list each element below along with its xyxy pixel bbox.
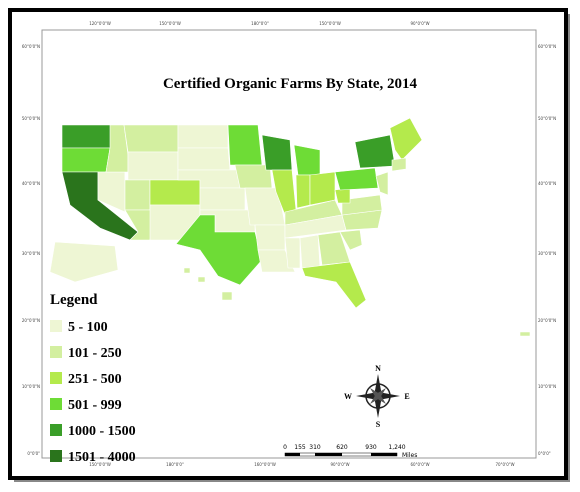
legend-title: Legend xyxy=(50,292,98,308)
state xyxy=(309,171,336,206)
graticule-label: 160°0'0"W xyxy=(254,462,276,467)
state xyxy=(127,151,179,181)
state xyxy=(334,187,351,204)
scale-unit: Miles xyxy=(402,452,417,459)
state xyxy=(293,144,321,176)
legend-swatch xyxy=(50,372,62,384)
scale-label: 0 xyxy=(283,444,287,451)
states xyxy=(49,117,531,337)
graticule-label: 90°0'0"W xyxy=(330,462,349,467)
state xyxy=(284,237,301,269)
state xyxy=(254,224,286,251)
graticule-label: 180°0'0" xyxy=(251,21,269,26)
state xyxy=(123,124,179,153)
state xyxy=(375,171,389,196)
legend-swatch xyxy=(50,424,62,436)
state xyxy=(149,179,201,206)
state xyxy=(227,124,263,166)
state xyxy=(334,167,379,191)
state xyxy=(389,117,423,161)
state xyxy=(519,331,531,337)
graticule-label: 150°0'0"W xyxy=(159,21,181,26)
graticule-label: 0°0'0" xyxy=(27,451,40,456)
scale-segment xyxy=(285,453,300,456)
graticule-label: 40°0'0"N xyxy=(538,181,556,186)
scale-label: 1,240 xyxy=(388,444,405,451)
compass-s: S xyxy=(376,420,381,429)
legend-label: 101 - 250 xyxy=(68,346,122,361)
graticule-label: 180°0'0" xyxy=(166,462,184,467)
state xyxy=(391,157,407,172)
graticule-label: 50°0'0"N xyxy=(538,116,556,121)
state xyxy=(257,249,296,273)
graticule-label: 0°0'0" xyxy=(538,451,551,456)
graticule-label: 60°0'0"N xyxy=(22,44,40,49)
graticule-label: 70°0'0"W xyxy=(495,462,514,467)
scale-label: 620 xyxy=(336,444,348,451)
graticule-label: 20°0'0"N xyxy=(22,318,40,323)
state xyxy=(175,214,263,286)
graticule-label: 50°0'0"N xyxy=(22,116,40,121)
graticule-label: 30°0'0"N xyxy=(22,251,40,256)
map-title: Certified Organic Farms By State, 2014 xyxy=(163,76,418,92)
legend-swatch xyxy=(50,398,62,410)
state xyxy=(183,267,191,274)
scale-label: 930 xyxy=(365,444,377,451)
state xyxy=(177,147,231,171)
state xyxy=(221,291,233,301)
state xyxy=(299,234,321,269)
graticule-label: 150°0'0"W xyxy=(89,462,111,467)
graticule-label: 10°0'0"N xyxy=(538,384,556,389)
graticule-label: 90°0'0"W xyxy=(410,21,429,26)
scale-label: 155 xyxy=(294,444,306,451)
graticule-label: 10°0'0"N xyxy=(22,384,40,389)
compass-n: N xyxy=(375,364,381,373)
graticule-label: 60°0'0"W xyxy=(410,462,429,467)
state xyxy=(199,187,246,211)
state xyxy=(177,124,229,149)
state xyxy=(61,124,113,149)
state xyxy=(61,147,111,173)
graticule-label: 120°0'0"W xyxy=(89,21,111,26)
state xyxy=(49,241,119,283)
graticule: 120°0'0"W 150°0'0"W 180°0'0" 150°0'0"W 90°0'… xyxy=(22,21,556,467)
graticule-label: 150°0'0"W xyxy=(319,21,341,26)
graticule-label: 20°0'0"N xyxy=(538,318,556,323)
compass-w: W xyxy=(344,392,352,401)
scale-label: 310 xyxy=(309,444,321,451)
legend-swatch xyxy=(50,450,62,462)
compass-e: E xyxy=(404,392,409,401)
scale-segment xyxy=(371,453,397,456)
legend-label: 1501 - 4000 xyxy=(68,450,136,465)
graticule-label: 60°0'0"N xyxy=(538,44,556,49)
state xyxy=(261,134,293,171)
state xyxy=(339,229,363,251)
legend: 5 - 100 101 - 250 251 - 500 501 - 999 1000 -… xyxy=(50,320,136,465)
scale-segment xyxy=(315,453,342,456)
legend-swatch xyxy=(50,320,62,332)
state xyxy=(197,276,206,283)
graticule-label: 40°0'0"N xyxy=(22,181,40,186)
scale-outline xyxy=(284,452,398,457)
legend-label: 5 - 100 xyxy=(68,320,108,335)
graticule-label: 30°0'0"N xyxy=(538,251,556,256)
state xyxy=(341,194,383,216)
legend-label: 1000 - 1500 xyxy=(68,424,136,439)
state xyxy=(301,261,367,309)
legend-label: 251 - 500 xyxy=(68,372,122,387)
state xyxy=(295,174,311,209)
legend-swatch xyxy=(50,346,62,358)
legend-label: 501 - 999 xyxy=(68,398,122,413)
compass: N E S W xyxy=(344,364,410,429)
